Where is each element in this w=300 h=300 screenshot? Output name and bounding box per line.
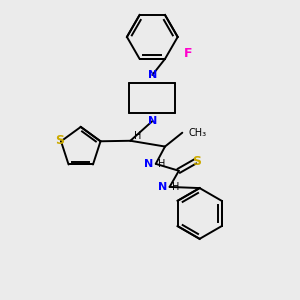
Text: N: N [144, 159, 154, 169]
Text: S: S [192, 155, 201, 168]
Text: N: N [148, 70, 157, 80]
Text: N: N [158, 182, 167, 192]
Text: H: H [172, 182, 179, 192]
Text: CH₃: CH₃ [188, 128, 206, 138]
Text: H: H [158, 159, 166, 169]
Text: S: S [56, 134, 64, 147]
Text: F: F [184, 46, 192, 60]
Text: N: N [148, 116, 157, 126]
Text: H: H [134, 131, 141, 141]
